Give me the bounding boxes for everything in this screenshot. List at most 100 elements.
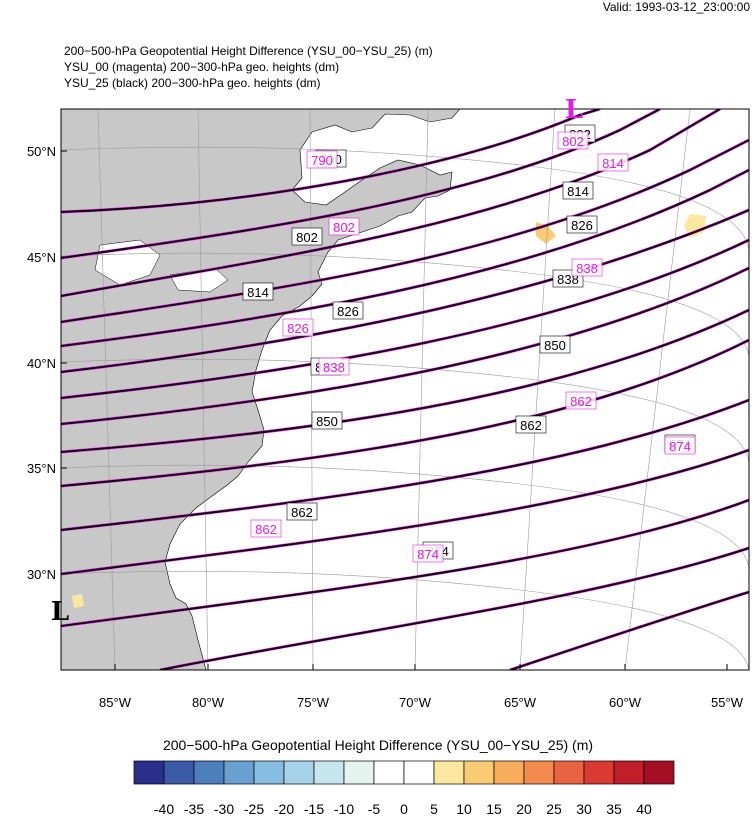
colorbar-label: 30 [576, 801, 592, 816]
colorbar-label: -40 [154, 801, 174, 816]
lon-tick-label: 75°W [297, 695, 330, 710]
contour-label-box [566, 215, 598, 234]
colorbar-label: -5 [368, 801, 381, 816]
colorbar-swatch [343, 760, 375, 785]
colorbar-swatch [463, 760, 495, 785]
magenta-contour-label: 874 [669, 439, 691, 454]
lat-tick-label: 45°N [27, 250, 56, 265]
black-contour-label: 862 [291, 505, 313, 520]
magenta-contour-label: 862 [570, 394, 592, 409]
contour-label-box [597, 153, 629, 172]
contour-label-box [664, 436, 696, 455]
black-contour-label: 814 [247, 285, 269, 300]
colorbar-label: -35 [184, 801, 204, 816]
black-contour-label: 826 [571, 218, 593, 233]
colorbar-label: 5 [430, 801, 438, 816]
lon-tick-label: 80°W [192, 695, 225, 710]
black-contour-line [61, 499, 749, 627]
contour-label-box [318, 357, 350, 376]
contour-label-box [332, 301, 364, 320]
colorbar-swatch [283, 760, 315, 785]
lon-tick-label: 85°W [99, 695, 132, 710]
contour-label-box [306, 150, 338, 169]
colorbar-swatch [313, 760, 345, 785]
colorbar-swatch [373, 760, 405, 785]
contour-label-box [311, 411, 343, 430]
contour-label-box [291, 227, 323, 246]
magenta-contour-label: 802 [562, 134, 584, 149]
map-frame [60, 108, 750, 671]
contour-label-box [515, 415, 547, 434]
colorbar-swatch [613, 760, 645, 785]
black-contour-label: 850 [316, 414, 338, 429]
black-contour-line [61, 267, 749, 425]
colorbar-swatch [643, 760, 675, 785]
black-contour-label: 802 [296, 230, 318, 245]
lat-tick-label: 30°N [27, 567, 56, 582]
contour-lines [61, 109, 749, 670]
lon-tick-label: 60°W [609, 695, 642, 710]
colorbar-swatch [163, 760, 195, 785]
colorbar-label: 0 [400, 801, 408, 816]
colorbar-swatch [523, 760, 555, 785]
title-line-3: YSU_25 (black) 200−300-hPa geo. heights … [64, 76, 321, 90]
contour-label-box [286, 502, 318, 521]
colorbar-swatch [583, 760, 615, 785]
black-contour-line [61, 339, 749, 487]
magenta-contour-label: 862 [255, 522, 277, 537]
colorbar-swatch [193, 760, 225, 785]
colorbar-swatch [403, 760, 435, 785]
colorbar-title: 200−500-hPa Geopotential Height Differen… [162, 737, 594, 753]
colorbar-label: 15 [486, 801, 502, 816]
lon-tick-label: 55°W [711, 695, 744, 710]
black-contour-line [61, 109, 601, 213]
black-contour-label: 862 [520, 418, 542, 433]
lat-tick-label: 35°N [27, 461, 56, 476]
magenta-contour-label: 874 [417, 547, 439, 562]
black-contour-line [61, 309, 749, 453]
black-contour-line [509, 591, 749, 670]
contour-label-box [282, 318, 314, 337]
black-contour-line [61, 109, 661, 259]
black-contour-label: 826 [337, 304, 359, 319]
colorbar-label: 10 [456, 801, 472, 816]
magenta-contour-label: 814 [602, 156, 624, 171]
contour-label-box [571, 258, 603, 277]
black-contour-line [159, 547, 749, 670]
magenta-contour-label: 838 [323, 360, 345, 375]
low-pressure-marker: L [51, 597, 69, 627]
colorbar-label: 25 [546, 801, 562, 816]
title-line-2: YSU_00 (magenta) 200−300-hPa geo. height… [64, 60, 340, 74]
black-contour-line [61, 109, 721, 297]
colorbar-swatch [253, 760, 285, 785]
contour-label-box [565, 391, 597, 410]
black-contour-label: 850 [544, 338, 566, 353]
land-mass [61, 109, 461, 670]
magenta-contour-label: 790 [311, 153, 333, 168]
contour-label-box [539, 335, 571, 354]
colorbar-swatch [553, 760, 585, 785]
anomaly-patch [72, 594, 84, 608]
colorbar-label: 20 [516, 801, 532, 816]
colorbar-label: -25 [244, 801, 264, 816]
lat-tick-label: 50°N [27, 144, 56, 159]
contour-label-box [562, 181, 594, 200]
colorbar-label: -30 [214, 801, 234, 816]
colorbar-swatch [433, 760, 465, 785]
colorbar-swatch [493, 760, 525, 785]
colorbar-swatch [133, 760, 165, 785]
colorbar-label: -15 [304, 801, 324, 816]
valid-time: Valid: 1993-03-12_23:00:00 [602, 0, 750, 14]
colorbar-label: -10 [334, 801, 354, 816]
black-contour-line [61, 239, 749, 399]
lon-tick-label: 65°W [504, 695, 537, 710]
colorbar-swatch [223, 760, 255, 785]
lat-tick-label: 40°N [27, 356, 56, 371]
black-contour-line [61, 139, 749, 323]
contour-label-box [242, 282, 274, 301]
black-contour-line [61, 399, 749, 531]
black-contour-line [61, 169, 749, 347]
black-contour-line [61, 209, 749, 373]
magenta-contour-label: 838 [576, 261, 598, 276]
contour-label-box [557, 131, 589, 150]
